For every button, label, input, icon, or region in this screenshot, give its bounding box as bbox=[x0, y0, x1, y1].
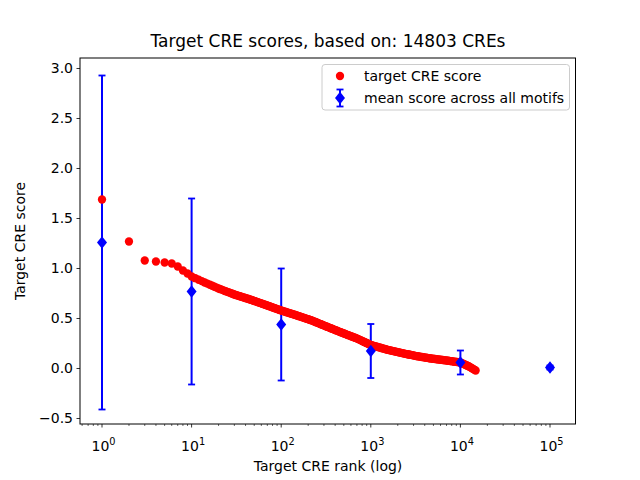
x-tick-label: 105 bbox=[540, 436, 564, 454]
chart-title: Target CRE scores, based on: 14803 CREs bbox=[150, 31, 506, 51]
target-score-dot bbox=[141, 256, 149, 264]
legend-label-target: target CRE score bbox=[364, 68, 481, 84]
legend-label-mean: mean score across all motifs bbox=[364, 90, 564, 106]
y-axis-label: Target CRE score bbox=[12, 182, 28, 301]
target-score-dot bbox=[472, 366, 480, 374]
target-score-dot bbox=[125, 237, 133, 245]
chart: 100 101 102 103 104 105 3.0 2.5 2.0 1.5 1.0 0.5 0.0 −… bbox=[0, 0, 640, 480]
y-tick-label: 1.5 bbox=[51, 210, 73, 226]
y-tick-label: −0.5 bbox=[39, 410, 73, 426]
legend-marker-target-circle bbox=[336, 72, 344, 80]
x-tick-label: 103 bbox=[360, 436, 384, 454]
x-tick-label: 100 bbox=[92, 436, 116, 454]
y-tick-label: 2.0 bbox=[51, 160, 73, 176]
y-tick-label: 0.5 bbox=[51, 310, 73, 326]
x-tick-label: 102 bbox=[271, 436, 295, 454]
target-score-dot bbox=[152, 257, 160, 265]
x-axis-label: Target CRE rank (log) bbox=[253, 458, 403, 474]
y-tick-label: 3.0 bbox=[51, 60, 73, 76]
x-tick-label: 101 bbox=[181, 436, 205, 454]
y-tick-label: 0.0 bbox=[51, 360, 73, 376]
y-tick-label: 2.5 bbox=[51, 110, 73, 126]
y-tick-label: 1.0 bbox=[51, 260, 73, 276]
legend: target CRE score mean score across all m… bbox=[322, 65, 570, 111]
x-tick-label: 104 bbox=[450, 436, 474, 454]
target-score-dot bbox=[160, 258, 168, 266]
plot-area bbox=[80, 58, 576, 424]
target-score-dot bbox=[98, 195, 106, 203]
figure: 100 101 102 103 104 105 3.0 2.5 2.0 1.5 1.0 0.5 0.0 −… bbox=[0, 0, 640, 480]
